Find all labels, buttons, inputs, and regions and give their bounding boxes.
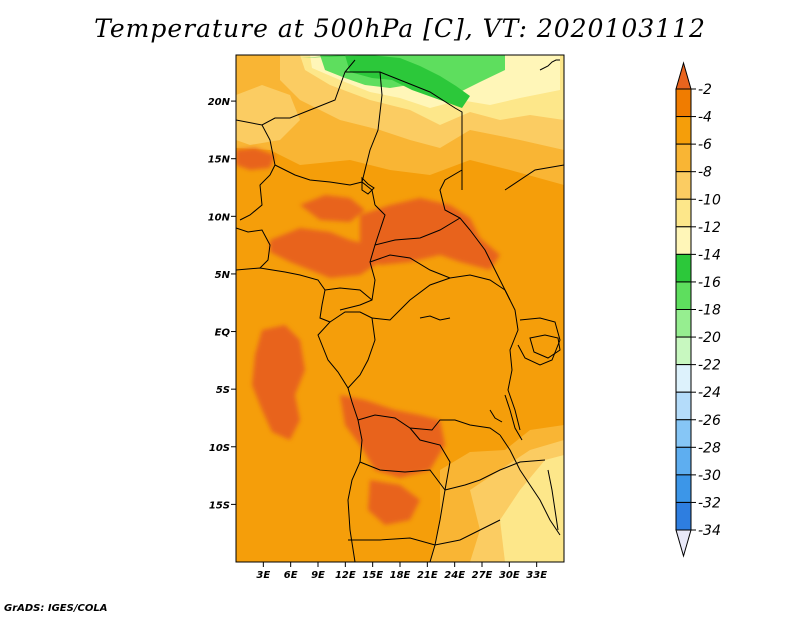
border-segment-9 — [369, 254, 506, 291]
field-deep-orange-west-atlantic — [252, 325, 305, 440]
colorbar-swatch — [675, 253, 692, 283]
colorbar-label: -24 — [698, 385, 721, 401]
field-green-north — [300, 55, 470, 108]
colorbar-label: -22 — [698, 358, 721, 374]
border-segment-21 — [499, 434, 561, 536]
lon-tick-label: 12E — [335, 570, 356, 581]
chart-title: Temperature at 500hPa [C], VT: 202010311… — [94, 14, 706, 43]
lon-tick-label: 24E — [444, 570, 465, 581]
lon-tick-label: 9E — [311, 570, 325, 581]
lat-tick-label: EQ — [215, 328, 231, 339]
field-deep-orange-angola — [340, 395, 445, 478]
colorbar-swatch — [675, 226, 692, 255]
colorbar-swatch — [675, 391, 692, 421]
colorbar-bottom-triangle — [675, 529, 692, 558]
colorbar-label: -34 — [698, 523, 721, 539]
colorbar-label: -32 — [698, 495, 721, 511]
colorbar-swatch — [675, 198, 692, 228]
latitude-axis: 20N 15N 10N 5N EQ 5S 10S 15S — [208, 97, 236, 511]
colorbar-label: -28 — [698, 440, 721, 456]
colorbar-label: -8 — [698, 165, 712, 181]
lake-mweru — [489, 409, 503, 423]
colorbar-swatch — [675, 364, 692, 393]
lake-malawi — [547, 469, 559, 531]
border-segment-16 — [357, 414, 501, 436]
lon-tick-label: 6E — [284, 570, 298, 581]
field-deep-orange-band-4 — [236, 148, 275, 170]
lat-tick-label: 10N — [208, 212, 231, 223]
border-segment-18 — [359, 461, 446, 491]
colorbar-legend: -2 -4 -6 -8 -10 -12 -14 -16 -18 -20 -22 -24 -26 -28 -3… — [675, 61, 721, 558]
colorbar-label: -18 — [698, 303, 721, 319]
lat-tick-label: 5S — [216, 385, 230, 396]
grads-credit: GrADS: IGES/COLA — [4, 603, 108, 614]
lat-tick-label: 10S — [209, 443, 230, 454]
lon-tick-label: 3E — [256, 570, 270, 581]
lake-tanganyika — [504, 394, 523, 441]
colorbar-label: -30 — [698, 468, 721, 484]
colorbar-label: -10 — [698, 192, 721, 208]
colorbar-label: -20 — [698, 330, 721, 346]
lon-tick-label: 15E — [362, 570, 383, 581]
lat-tick-label: 5N — [215, 270, 231, 281]
temperature-field — [236, 55, 564, 562]
border-segment-11 — [324, 287, 373, 301]
lat-tick-label: 20N — [208, 97, 231, 108]
lat-tick-label: 15N — [208, 155, 231, 166]
colorbar-label: -6 — [698, 137, 712, 153]
colorbar-label: -4 — [698, 110, 712, 126]
colorbar-swatch — [675, 281, 692, 310]
border-segment-8 — [374, 217, 461, 246]
country-borders — [236, 59, 564, 562]
coastline-west-africa — [236, 267, 363, 562]
colorbar-swatch — [675, 116, 692, 145]
colorbar-swatch — [675, 88, 692, 118]
field-deep-orange-south — [368, 480, 420, 525]
border-segment-17 — [409, 427, 451, 562]
colorbar-label: -26 — [698, 413, 721, 429]
field-deep-orange-band-1 — [270, 228, 380, 278]
lake-chad — [361, 176, 375, 195]
field-yellow-southeast — [500, 455, 564, 562]
colorbar-swatch — [675, 474, 692, 503]
colorbar-swatch — [675, 309, 692, 338]
border-segment-13 — [371, 277, 451, 321]
border-segment-6 — [274, 164, 363, 186]
border-segment-1 — [236, 59, 356, 126]
border-segment-12 — [329, 311, 376, 389]
colorbar-swatch — [675, 143, 692, 173]
border-segment-20 — [348, 519, 501, 546]
lon-tick-label: 27E — [472, 570, 493, 581]
border-segment-15 — [517, 317, 561, 366]
lake-kyoga-fragment — [419, 315, 451, 321]
colorbar-label: -12 — [698, 220, 721, 236]
colorbar-swatch — [675, 171, 692, 200]
colorbar-swatch — [675, 419, 692, 448]
border-segment-22 — [504, 164, 564, 191]
field-warm-zones — [236, 148, 500, 525]
lon-tick-label: 18E — [390, 570, 411, 581]
colorbar-swatch — [675, 446, 692, 476]
colorbar-label: -14 — [698, 247, 721, 263]
colorbar-top-triangle — [675, 61, 692, 90]
colorbar-swatch — [675, 501, 692, 531]
border-segment-14 — [504, 289, 521, 431]
colorbar-label: -16 — [698, 275, 721, 291]
lon-tick-label: 30E — [499, 570, 520, 581]
lake-victoria — [529, 334, 561, 359]
coastline-east-africa — [539, 59, 560, 71]
border-segment-10 — [236, 227, 271, 269]
longitude-axis: 3E 6E 9E 12E 15E 18E 21E 24E 27E 30E 33E — [256, 562, 547, 581]
colorbar-swatch — [675, 336, 692, 366]
field-deep-orange-band-3 — [300, 195, 365, 222]
lon-tick-label: 21E — [417, 570, 438, 581]
colorbar-label: -2 — [698, 82, 712, 98]
border-segment-4 — [361, 71, 383, 206]
lon-tick-label: 33E — [526, 570, 547, 581]
field-pale-orange-west — [236, 85, 300, 145]
border-segment-5 — [239, 124, 276, 221]
border-segment-19 — [444, 459, 546, 491]
lat-tick-label: 15S — [209, 500, 230, 511]
